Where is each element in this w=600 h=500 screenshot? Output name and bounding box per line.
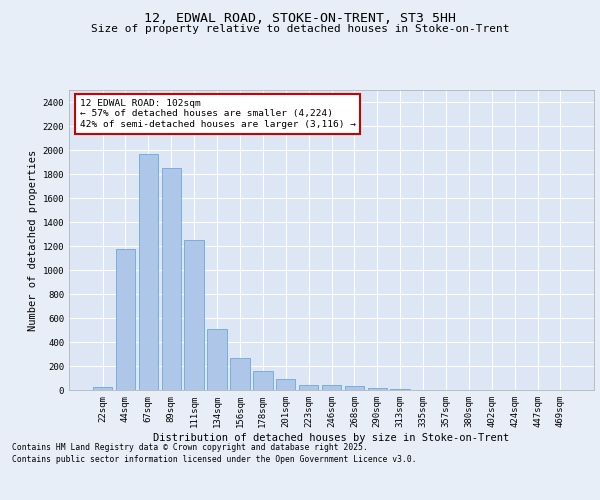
Text: Size of property relative to detached houses in Stoke-on-Trent: Size of property relative to detached ho… [91, 24, 509, 34]
Bar [368, 388, 387, 390]
Bar [139, 154, 158, 390]
Bar [253, 371, 272, 390]
Y-axis label: Number of detached properties: Number of detached properties [28, 150, 38, 330]
Bar [276, 378, 295, 390]
Bar [322, 386, 341, 390]
Bar [93, 387, 112, 390]
Bar [208, 329, 227, 390]
Bar [184, 240, 204, 390]
Bar [344, 386, 364, 390]
Bar [116, 249, 135, 390]
Bar [299, 384, 319, 390]
Text: Contains public sector information licensed under the Open Government Licence v3: Contains public sector information licen… [12, 455, 416, 464]
X-axis label: Distribution of detached houses by size in Stoke-on-Trent: Distribution of detached houses by size … [154, 432, 509, 442]
Bar [230, 358, 250, 390]
Bar [161, 168, 181, 390]
Text: Contains HM Land Registry data © Crown copyright and database right 2025.: Contains HM Land Registry data © Crown c… [12, 442, 368, 452]
Text: 12, EDWAL ROAD, STOKE-ON-TRENT, ST3 5HH: 12, EDWAL ROAD, STOKE-ON-TRENT, ST3 5HH [144, 12, 456, 26]
Text: 12 EDWAL ROAD: 102sqm
← 57% of detached houses are smaller (4,224)
42% of semi-d: 12 EDWAL ROAD: 102sqm ← 57% of detached … [79, 99, 355, 129]
